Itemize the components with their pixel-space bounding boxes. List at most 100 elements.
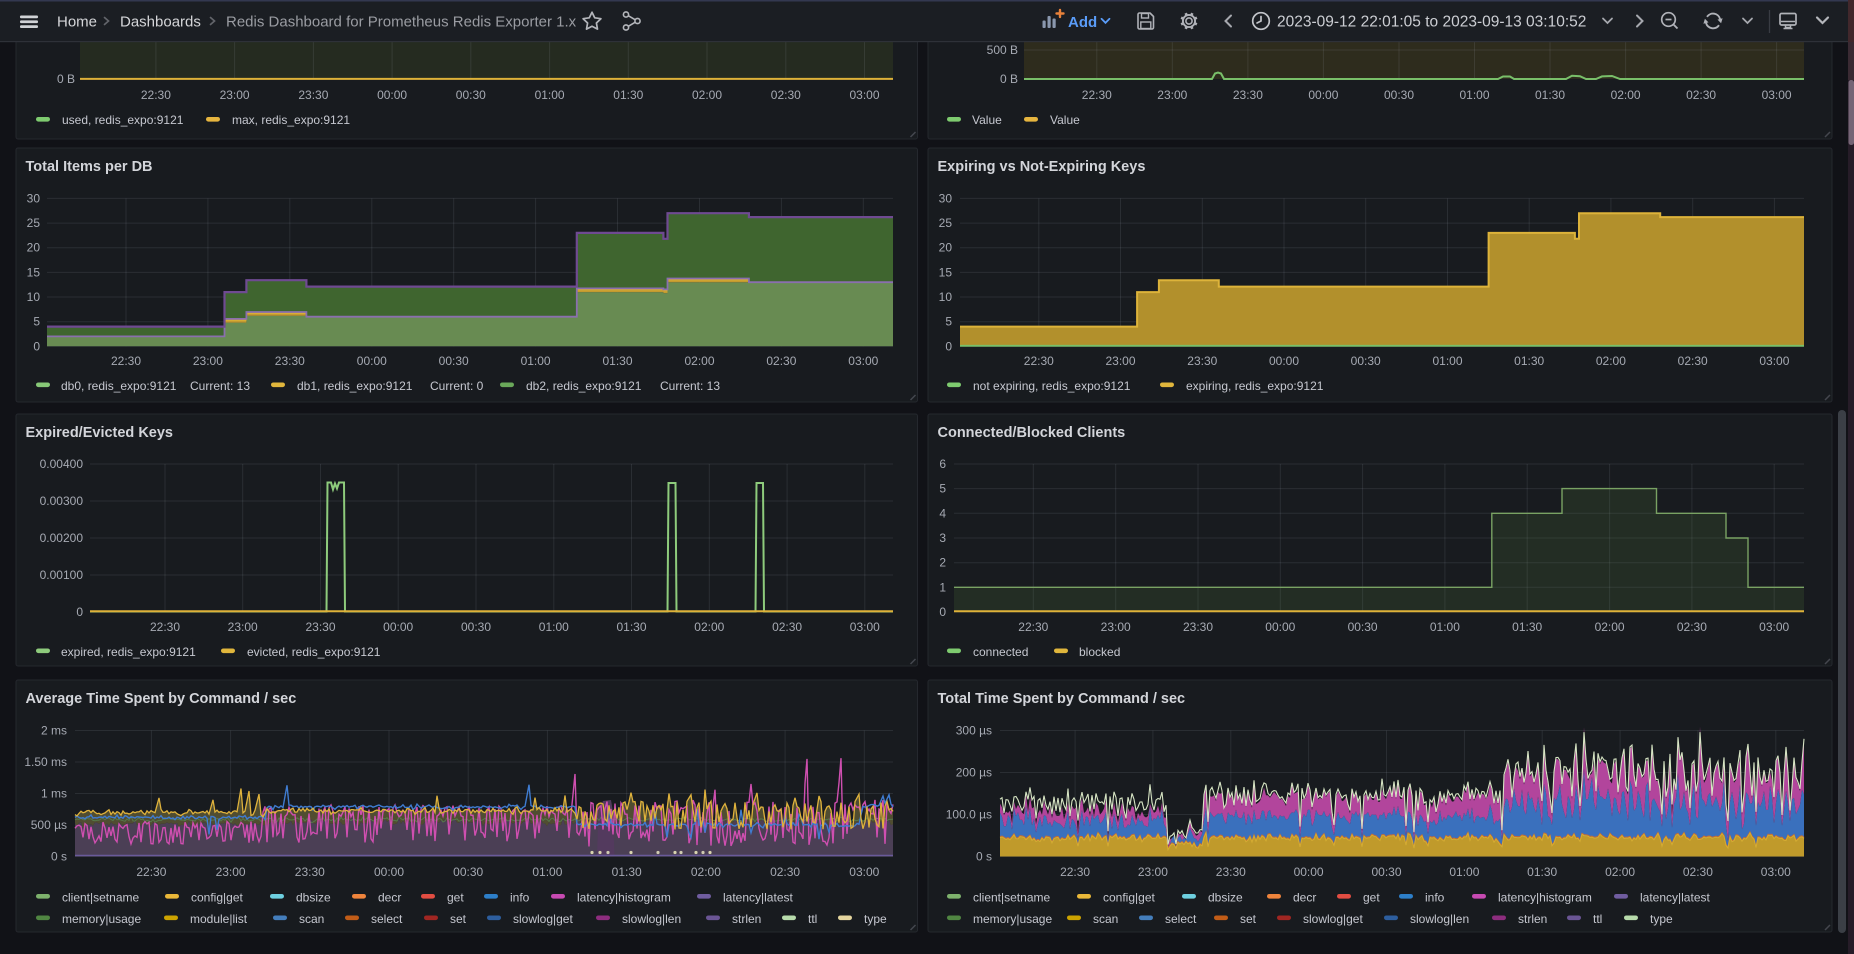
svg-text:0.00300: 0.00300 — [40, 494, 84, 508]
svg-text:blocked: blocked — [1079, 645, 1120, 659]
svg-text:01:30: 01:30 — [613, 88, 643, 102]
svg-text:0: 0 — [945, 339, 952, 353]
svg-text:module|list: module|list — [190, 912, 248, 926]
svg-text:2 ms: 2 ms — [41, 724, 67, 738]
svg-text:strlen: strlen — [732, 912, 761, 926]
svg-text:strlen: strlen — [1518, 912, 1547, 926]
svg-text:00:00: 00:00 — [1308, 88, 1338, 102]
svg-text:type: type — [1650, 912, 1673, 926]
svg-text:expired, redis_expo:9121: expired, redis_expo:9121 — [61, 645, 196, 659]
svg-text:slowlog|get: slowlog|get — [1303, 912, 1363, 926]
svg-text:02:00: 02:00 — [1605, 865, 1635, 879]
svg-text:info: info — [510, 891, 530, 905]
svg-text:01:00: 01:00 — [1449, 865, 1479, 879]
svg-text:ttl: ttl — [1593, 912, 1602, 926]
svg-text:30: 30 — [27, 191, 41, 205]
svg-text:0: 0 — [939, 605, 946, 619]
svg-text:latency|histogram: latency|histogram — [1498, 891, 1592, 905]
svg-text:00:00: 00:00 — [1265, 620, 1295, 634]
svg-text:02:30: 02:30 — [770, 865, 800, 879]
svg-text:00:00: 00:00 — [357, 354, 387, 368]
svg-text:0: 0 — [76, 605, 83, 619]
svg-text:dbsize: dbsize — [296, 891, 331, 905]
svg-text:slowlog|len: slowlog|len — [1410, 912, 1469, 926]
svg-text:used, redis_expo:9121: used, redis_expo:9121 — [62, 113, 184, 127]
svg-text:00:30: 00:30 — [1371, 865, 1401, 879]
svg-text:30: 30 — [939, 191, 953, 205]
svg-text:02:00: 02:00 — [1595, 620, 1625, 634]
svg-text:info: info — [1425, 891, 1445, 905]
svg-text:client|setname: client|setname — [62, 891, 139, 905]
svg-text:0.00100: 0.00100 — [40, 568, 84, 582]
svg-text:Current: 0: Current: 0 — [430, 379, 484, 393]
svg-text:100.0 µs: 100.0 µs — [946, 808, 992, 822]
svg-text:23:30: 23:30 — [275, 354, 305, 368]
svg-text:00:30: 00:30 — [453, 865, 483, 879]
svg-text:connected: connected — [973, 645, 1028, 659]
svg-text:02:30: 02:30 — [771, 88, 801, 102]
svg-text:Total Items per DB: Total Items per DB — [26, 159, 153, 175]
svg-text:Average Time Spent by Command: Average Time Spent by Command / sec — [26, 691, 297, 707]
svg-text:23:00: 23:00 — [1138, 865, 1168, 879]
svg-text:memory|usage: memory|usage — [973, 912, 1052, 926]
svg-text:set: set — [450, 912, 467, 926]
svg-text:dbsize: dbsize — [1208, 891, 1243, 905]
svg-text:Current: 13: Current: 13 — [660, 379, 720, 393]
svg-text:00:00: 00:00 — [374, 865, 404, 879]
svg-text:00:00: 00:00 — [377, 88, 407, 102]
svg-text:2: 2 — [939, 556, 946, 570]
svg-text:03:00: 03:00 — [849, 865, 879, 879]
svg-text:00:30: 00:30 — [461, 620, 491, 634]
svg-text:5: 5 — [33, 315, 40, 329]
svg-text:23:00: 23:00 — [216, 865, 246, 879]
svg-text:02:30: 02:30 — [772, 620, 802, 634]
svg-text:22:30: 22:30 — [1018, 620, 1048, 634]
svg-text:5: 5 — [945, 315, 952, 329]
svg-text:01:30: 01:30 — [612, 865, 642, 879]
svg-text:0 B: 0 B — [57, 72, 75, 86]
svg-text:500 µs: 500 µs — [31, 818, 67, 832]
svg-text:00:30: 00:30 — [456, 88, 486, 102]
svg-text:25: 25 — [27, 216, 41, 230]
svg-text:5: 5 — [939, 482, 946, 496]
svg-text:Connected/Blocked Clients: Connected/Blocked Clients — [938, 425, 1126, 441]
svg-text:latency|histogram: latency|histogram — [577, 891, 671, 905]
svg-text:0 B: 0 B — [1000, 72, 1018, 86]
svg-text:23:30: 23:30 — [305, 620, 335, 634]
svg-text:latency|latest: latency|latest — [1640, 891, 1710, 905]
svg-text:01:00: 01:00 — [521, 354, 551, 368]
svg-text:02:30: 02:30 — [1683, 865, 1713, 879]
svg-text:expiring, redis_expo:9121: expiring, redis_expo:9121 — [1186, 379, 1324, 393]
svg-text:22:30: 22:30 — [1060, 865, 1090, 879]
svg-text:scan: scan — [1093, 912, 1118, 926]
svg-text:client|setname: client|setname — [973, 891, 1050, 905]
svg-text:22:30: 22:30 — [141, 88, 171, 102]
svg-text:Total Time Spent by Command /: Total Time Spent by Command / sec — [938, 691, 1186, 707]
svg-text:01:30: 01:30 — [1514, 354, 1544, 368]
svg-text:scan: scan — [299, 912, 324, 926]
svg-text:slowlog|len: slowlog|len — [622, 912, 681, 926]
svg-text:0 s: 0 s — [976, 850, 992, 864]
svg-text:02:30: 02:30 — [1677, 620, 1707, 634]
svg-text:01:30: 01:30 — [616, 620, 646, 634]
svg-text:22:30: 22:30 — [150, 620, 180, 634]
svg-text:Current: 13: Current: 13 — [190, 379, 250, 393]
svg-text:23:30: 23:30 — [298, 88, 328, 102]
svg-text:not expiring, redis_expo:9121: not expiring, redis_expo:9121 — [973, 379, 1131, 393]
svg-text:01:00: 01:00 — [1430, 620, 1460, 634]
svg-text:select: select — [371, 912, 403, 926]
svg-text:Value: Value — [1050, 113, 1080, 127]
svg-text:03:00: 03:00 — [849, 88, 879, 102]
svg-text:00:00: 00:00 — [383, 620, 413, 634]
svg-text:Expiring vs Not-Expiring Keys: Expiring vs Not-Expiring Keys — [938, 159, 1146, 175]
svg-text:22:30: 22:30 — [1024, 354, 1054, 368]
svg-text:6: 6 — [939, 457, 946, 471]
svg-text:01:30: 01:30 — [602, 354, 632, 368]
svg-text:3: 3 — [939, 531, 946, 545]
svg-text:200 µs: 200 µs — [956, 766, 992, 780]
svg-text:Dashboards: Dashboards — [120, 14, 201, 31]
svg-text:02:00: 02:00 — [692, 88, 722, 102]
svg-text:00:30: 00:30 — [1384, 88, 1414, 102]
svg-text:23:30: 23:30 — [1187, 354, 1217, 368]
svg-text:03:00: 03:00 — [850, 620, 880, 634]
